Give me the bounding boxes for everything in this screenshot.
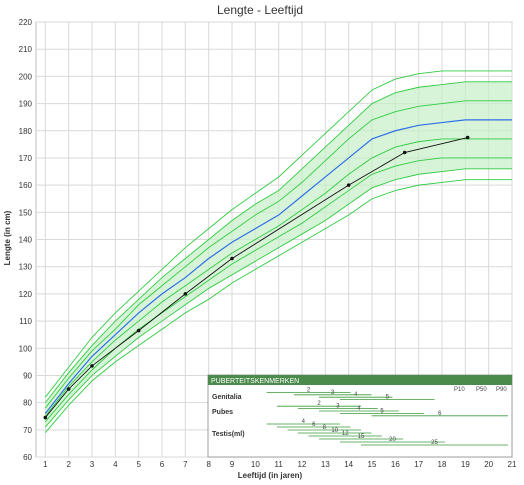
stage-label: 4 [354,392,358,398]
inset-row-label: Genitalia [212,394,242,401]
stage-label: 8 [323,425,327,431]
inset-percentile-label: P90 [496,387,507,393]
y-tick-label: 60 [23,453,32,462]
percentile-curve [44,100,512,409]
patient-point [402,150,407,155]
stage-label: 2 [307,387,311,393]
percentile-curve [44,81,512,403]
inset-header [208,375,512,385]
x-tick-label: 11 [275,460,284,469]
stage-label: 10 [331,428,338,434]
patient-point [230,256,234,261]
stage-label: 4 [302,419,306,425]
y-tick-label: 150 [19,208,33,217]
x-tick-label: 21 [508,460,517,469]
stage-label: 2 [317,401,321,407]
x-tick-label: 19 [461,460,470,469]
x-tick-label: 7 [183,460,188,469]
x-tick-label: 15 [368,460,377,469]
y-tick-label: 190 [19,100,33,109]
y-tick-label: 90 [23,371,32,380]
x-tick-label: 18 [438,460,447,469]
y-tick-label: 160 [19,181,33,190]
y-tick-label: 130 [19,263,33,272]
y-tick-label: 80 [23,399,32,408]
x-tick-label: 5 [136,460,141,469]
percentile-curve [44,168,512,428]
chart-title: Lengte - Leeftijd [217,3,303,17]
puberty-inset: PUBERTEITSKENMERKEN P10 P50 P90 Genitalia 2 3 4… [207,374,513,458]
y-tick-label: 210 [19,45,33,54]
stage-label: 5 [380,408,384,414]
y-tick-label: 170 [19,154,33,163]
inset-percentile-label: P50 [476,387,487,393]
inset-row-label: Pubes [212,409,233,416]
percentile-curve [44,179,512,433]
stage-label: 3 [331,390,335,396]
stage-label: 25 [431,440,438,446]
y-tick-label: 140 [19,236,33,245]
patient-point [43,415,48,420]
stage-label: 6 [312,422,316,428]
median-curve [44,119,512,414]
stage-label: 5 [386,395,390,401]
x-tick-label: 13 [321,460,330,469]
y-tick-label: 200 [19,72,33,81]
patient-point [66,387,71,391]
patient-series [43,135,470,420]
stage-label: 12 [342,431,349,437]
y-tick-label: 120 [19,290,33,299]
x-tick-label: 4 [113,460,118,469]
y-tick-label: 110 [19,317,32,326]
x-tick-label: 1 [43,460,48,469]
inset-title: PUBERTEITSKENMERKEN [211,378,299,385]
y-tick-label: 220 [19,18,33,27]
x-tick-label: 8 [206,460,211,469]
inset-row-label: Testis(ml) [212,431,245,438]
patient-point [183,292,188,296]
patient-point [346,183,351,187]
x-tick-label: 10 [251,460,260,469]
inset-percentile-label: P10 [454,387,465,393]
y-tick-label: 180 [19,127,33,136]
patient-point [465,135,470,140]
stage-label: 15 [358,434,365,440]
patient-point [136,328,141,333]
percentile-band [45,81,512,428]
percentile-curve [44,70,512,398]
y-axis-label: Lengte (in cm) [3,210,12,265]
percentile-curve [44,138,512,417]
x-tick-label: 17 [414,460,423,469]
x-tick-label: 20 [484,460,493,469]
x-axis-label: Leeftijd (in jaren) [238,471,303,480]
x-tick-label: 3 [90,460,95,469]
y-tick-label: 70 [23,426,32,435]
x-tick-label: 12 [298,460,307,469]
x-tick-label: 14 [344,460,353,469]
band-area [45,81,512,428]
patient-point [90,364,94,368]
stage-label: 20 [389,437,396,443]
x-tick-label: 9 [230,460,235,469]
x-tick-label: 2 [66,460,71,469]
stage-label: 6 [438,411,442,417]
stage-label: 3 [336,404,340,410]
x-tick-label: 6 [160,460,165,469]
x-tick-label: 16 [391,460,400,469]
stage-label: 4 [357,406,361,412]
axis-ticks: 1 2 3 4 5 6 7 8 9 10 11 12 13 14 15 16 17 18 19 20 216070809… [19,18,517,469]
y-tick-label: 100 [19,344,33,353]
